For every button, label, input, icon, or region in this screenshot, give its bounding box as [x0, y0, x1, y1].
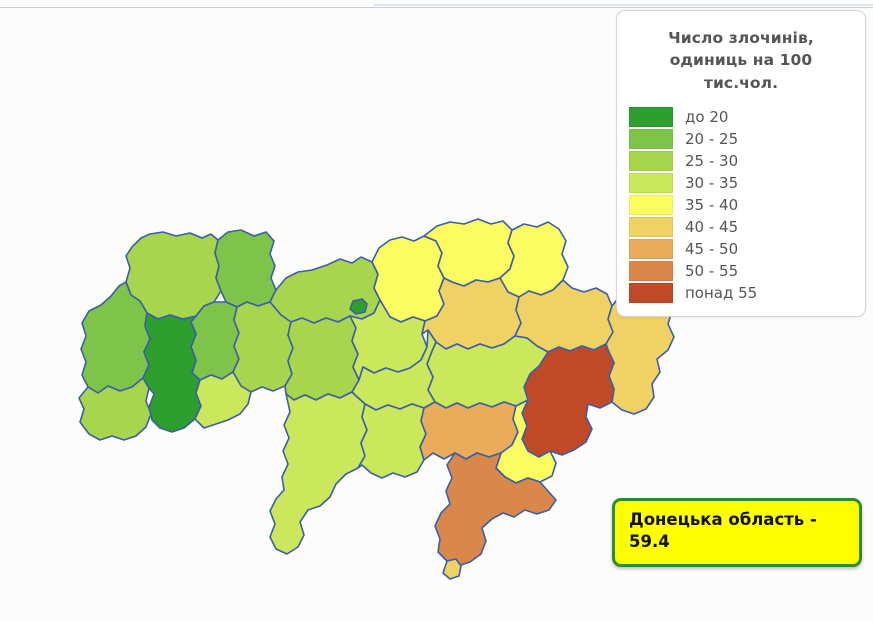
map-region[interactable]	[284, 315, 360, 401]
legend-color-swatch	[629, 173, 673, 194]
legend-color-swatch	[629, 195, 673, 216]
map-region[interactable]	[269, 391, 368, 555]
legend-color-swatch	[629, 283, 673, 304]
map-region[interactable]	[349, 298, 368, 315]
map-region[interactable]	[495, 399, 557, 484]
legend-row: 45 - 50	[627, 238, 855, 260]
legend-title: Число злочинів, одиниць на 100 тис.чол.	[633, 27, 849, 94]
page-top-divider	[0, 7, 873, 8]
ukraine-map-svg[interactable]	[0, 10, 873, 621]
tooltip-text: Донецька область - 59.4	[629, 510, 817, 552]
map-region[interactable]	[190, 301, 240, 381]
map-region[interactable]	[357, 403, 427, 479]
legend-items-list: до 20 20 - 25 25 - 30 30 - 35 35 - 40 40 - 45…	[627, 106, 855, 304]
legend-row: 40 - 45	[627, 216, 855, 238]
legend-title-line-2: одиниць на 100	[669, 51, 813, 70]
map-region[interactable]	[78, 377, 152, 441]
legend-row: 30 - 35	[627, 172, 855, 194]
legend-label: до 20	[685, 108, 729, 127]
page-top-accent-divider	[374, 4, 873, 6]
legend-label: 50 - 55	[685, 262, 739, 281]
region-tooltip: Донецька область - 59.4	[612, 498, 862, 567]
legend-label: 40 - 45	[685, 218, 739, 237]
map-region[interactable]	[214, 229, 277, 308]
map-regions-group[interactable]	[78, 218, 675, 580]
legend-label: 30 - 35	[685, 174, 739, 193]
legend-row: до 20	[627, 106, 855, 128]
legend-title-line-1: Число злочинів,	[668, 29, 814, 47]
map-region[interactable]	[442, 558, 462, 580]
legend-color-swatch	[629, 261, 673, 282]
legend-color-swatch	[629, 129, 673, 150]
legend-row: 50 - 55	[627, 260, 855, 282]
legend-row: 20 - 25	[627, 128, 855, 150]
legend-title-line-3: тис.чол.	[703, 73, 779, 92]
legend-color-swatch	[629, 239, 673, 260]
legend-label: 45 - 50	[685, 240, 739, 259]
legend-row: 35 - 40	[627, 194, 855, 216]
legend-row: 25 - 30	[627, 150, 855, 172]
legend-row: понад 55	[627, 282, 855, 304]
legend-label: 35 - 40	[685, 196, 739, 215]
legend-color-swatch	[629, 107, 673, 128]
legend-color-swatch	[629, 217, 673, 238]
legend-color-swatch	[629, 151, 673, 172]
map-region[interactable]	[142, 312, 202, 433]
legend-label: понад 55	[685, 284, 758, 303]
map-legend: Число злочинів, одиниць на 100 тис.чол. …	[616, 10, 866, 318]
legend-label: 25 - 30	[685, 152, 739, 171]
map-region[interactable]	[434, 452, 557, 567]
choropleth-map[interactable]	[0, 10, 873, 621]
legend-label: 20 - 25	[685, 130, 739, 149]
map-region[interactable]	[194, 371, 252, 429]
